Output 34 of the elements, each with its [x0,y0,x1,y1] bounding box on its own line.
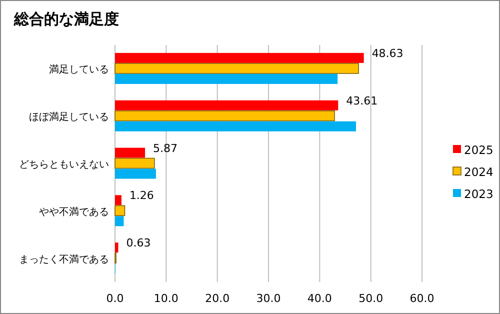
bar [115,148,146,158]
data-label: 0.63 [126,236,151,250]
bar [115,242,118,253]
bar [115,100,338,110]
y-tick-label: ほぼ満足している [29,111,109,124]
bar [115,216,124,226]
x-tick-label: 50.0 [358,292,384,305]
y-tick-label: 満足している [49,64,109,76]
data-label: 5.87 [153,142,178,155]
bar [114,158,155,169]
chart-title: 総合的な満足度 [13,10,119,28]
x-tick-label: 10.0 [154,292,178,305]
y-tick-label: どちらともいえない [19,160,109,170]
bar [114,205,126,216]
bar [115,195,122,206]
bar [115,74,338,84]
bar [115,121,356,132]
legend-label: 2025 [464,143,494,157]
x-tick-label: 40.0 [307,292,332,305]
x-tick-label: 30.0 [256,292,281,305]
legend-label: 2024 [464,165,494,179]
data-label: 43.61 [346,94,378,108]
data-label: 48.63 [372,46,404,60]
legend-label: 2023 [464,187,494,201]
y-tick-label: やや不満である [39,206,109,218]
x-tick-label: 60.0 [410,292,434,305]
bar [115,168,156,179]
bar [114,110,335,122]
data-label: 1.26 [129,189,154,202]
x-tick-label: 20.0 [205,292,230,305]
x-tick-label: 0.0 [106,292,124,305]
bar [115,52,364,63]
bar [114,63,359,74]
y-tick-label: まったく不満である [19,253,109,266]
